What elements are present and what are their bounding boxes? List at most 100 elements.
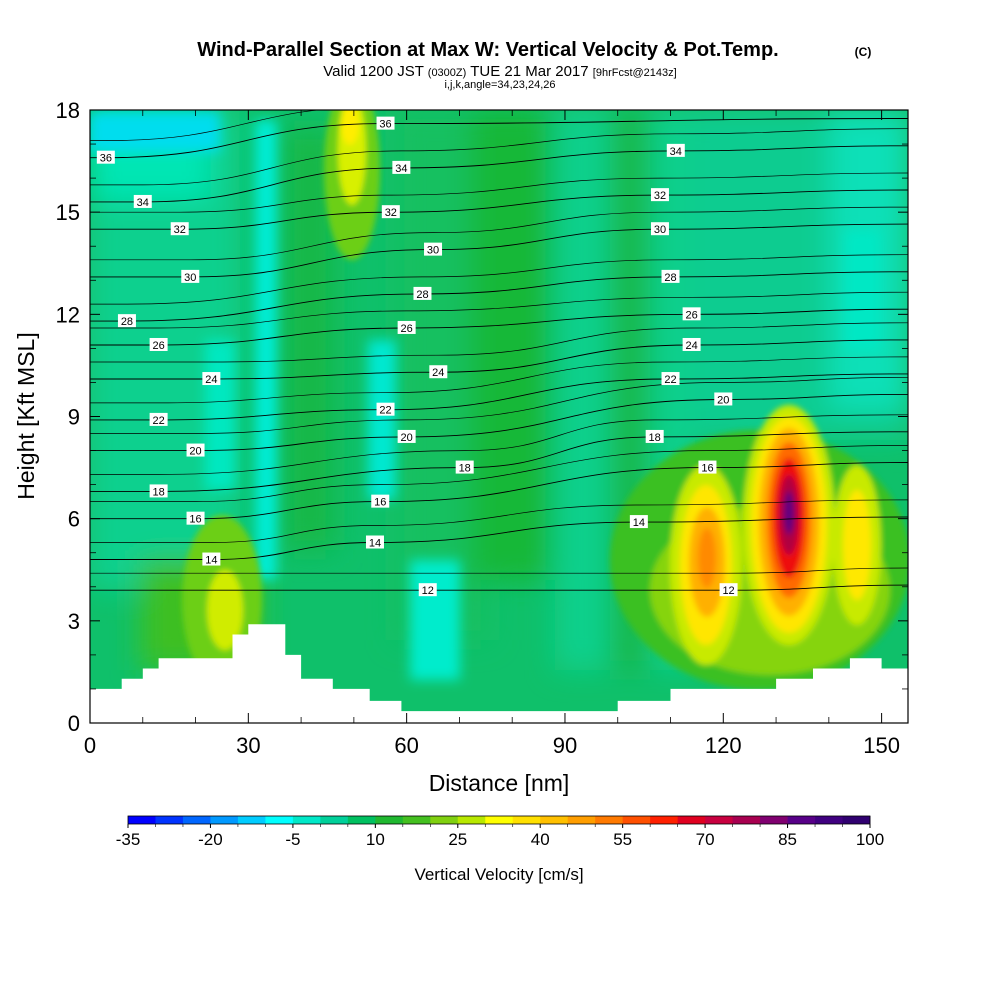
y-axis-label: Height [Kft MSL] [13, 332, 39, 499]
theta-contour-17 [90, 445, 908, 502]
theta-label-box [392, 160, 411, 174]
theta-label-box [117, 314, 136, 328]
theta-label-box [397, 429, 416, 443]
theta-label-26: 26 [397, 320, 416, 335]
x-tick-label: 120 [705, 733, 742, 758]
theta-label-28: 28 [413, 286, 432, 301]
field-patch [470, 110, 550, 580]
theta-label-box [714, 392, 733, 406]
terrain [90, 624, 908, 723]
cell-133-g [784, 491, 794, 535]
theta-contour-19 [90, 414, 908, 475]
theta-label-30: 30 [650, 222, 669, 236]
y-tick-label: 15 [56, 200, 80, 225]
colorbar-swatch [128, 816, 156, 824]
subtitle-forecast: [9hrFcst@2143z] [593, 67, 677, 79]
theta-label-text: 26 [401, 323, 413, 335]
theta-label-14: 14 [202, 552, 221, 567]
theta-label-34: 34 [666, 143, 685, 158]
theta-label-22: 22 [376, 402, 395, 417]
theta-label-text: 32 [385, 207, 397, 219]
colorbar-swatch [705, 816, 733, 824]
colorbar-tick-label: 10 [366, 830, 385, 849]
theta-label-box [661, 372, 680, 386]
theta-label-text: 22 [379, 405, 391, 417]
chart-title-unit: (C) [855, 45, 872, 59]
theta-label-text: 28 [416, 289, 428, 301]
theta-label-text: 20 [189, 446, 201, 458]
theta-contour-27 [90, 291, 908, 329]
theta-label-box [149, 337, 168, 351]
theta-label-14: 14 [629, 515, 648, 529]
theta-label-box [413, 286, 432, 300]
x-tick-label: 0 [84, 733, 96, 758]
velocity-field: 12 12 14 14 14 16 16 16 18 18 18 20 20 20 22 22 22 24 24 24… [90, 110, 908, 723]
colorbar-tick-label: 25 [448, 830, 467, 849]
theta-label-text: 16 [189, 514, 201, 526]
theta-label-box [186, 511, 205, 525]
plume-peak [341, 110, 359, 145]
colorbar-tick-label: 55 [613, 830, 632, 849]
theta-contour-14 [90, 516, 908, 560]
colorbar-swatch [292, 816, 321, 824]
theta-contour-25 [90, 322, 908, 363]
theta-contour-31 [90, 206, 908, 261]
x-tick-label: 150 [863, 733, 900, 758]
theta-label-34: 34 [392, 160, 411, 175]
y-tick-label: 3 [68, 609, 80, 634]
theta-label-text: 28 [121, 316, 133, 328]
field-streak [845, 230, 880, 350]
theta-contour-29 [90, 254, 908, 305]
field-streak [205, 340, 235, 490]
colorbar-tick-label: 40 [531, 830, 550, 849]
y-tick-label: 0 [68, 711, 80, 736]
theta-label-text: 24 [686, 340, 698, 352]
colorbar: -35 -20 -5 10 25 40 55 70 85 100 [116, 815, 884, 849]
theta-label-24: 24 [682, 337, 701, 352]
theta-label-box [376, 116, 395, 130]
y-tick-label: 9 [68, 405, 80, 430]
theta-label-text: 18 [459, 463, 471, 475]
theta-label-box [133, 194, 152, 208]
theta-label-text: 16 [701, 463, 713, 475]
theta-label-12: 12 [418, 583, 437, 597]
theta-label-box [645, 429, 664, 443]
theta-label-text: 12 [722, 585, 734, 597]
theta-label-text: 26 [152, 340, 164, 352]
x-tick-label: 60 [394, 733, 418, 758]
theta-contour-37 [90, 110, 322, 141]
colorbar-swatch [815, 816, 843, 824]
colorbar-swatch [430, 816, 459, 824]
theta-label-text: 30 [184, 272, 196, 284]
theta-label-box [202, 552, 221, 566]
theta-label-22: 22 [661, 372, 680, 386]
theta-label-30: 30 [424, 242, 443, 257]
theta-label-box [424, 242, 443, 256]
colorbar-swatch [375, 816, 404, 824]
field-cyan-streaks [90, 112, 880, 680]
colorbar-tick-label: -20 [198, 830, 223, 849]
theta-label-box [376, 402, 395, 416]
theta-label-box [682, 307, 701, 321]
theta-label-text: 18 [649, 432, 661, 444]
theta-contour-21 [90, 376, 908, 434]
theta-contour-20 [90, 393, 908, 452]
x-tick-label: 90 [553, 733, 577, 758]
theta-contour-35 [90, 128, 908, 186]
colorbar-swatch [210, 816, 239, 824]
colorbar-tick-label: 70 [696, 830, 715, 849]
field-streak [255, 120, 277, 580]
theta-contour-24 [90, 339, 908, 380]
theta-label-text: 30 [427, 245, 439, 257]
theta-label-box [429, 365, 448, 379]
theta-label-14: 14 [365, 535, 384, 550]
theta-label-text: 20 [401, 432, 413, 444]
colorbar-swatch [457, 816, 486, 824]
theta-label-text: 14 [205, 555, 217, 567]
colorbar-frame [127, 815, 871, 825]
theta-label-box [365, 535, 384, 549]
field-streak [410, 560, 460, 680]
colorbar-swatch [512, 816, 541, 824]
colorbar-swatch [732, 816, 761, 824]
